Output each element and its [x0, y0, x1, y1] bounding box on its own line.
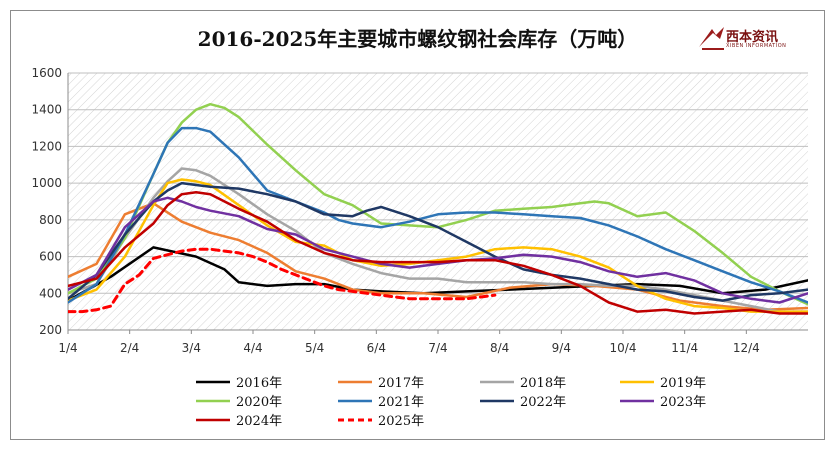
y-tick-label: 1000	[31, 176, 62, 190]
x-tick-label: 6/4	[367, 341, 386, 355]
legend-label: 2021年	[378, 395, 424, 410]
y-tick-label: 400	[39, 286, 62, 300]
logo-subtext: XIBEN INFORMATION	[726, 43, 787, 49]
legend-label: 2020年	[236, 395, 282, 410]
y-tick-label: 600	[39, 250, 62, 264]
legend-label: 2018年	[520, 376, 566, 391]
series-line-4	[68, 178, 808, 313]
legend-label: 2024年	[236, 414, 282, 429]
series-line-3	[68, 167, 808, 313]
y-tick-label: 1400	[31, 103, 62, 117]
x-tick-label: 11/4	[671, 341, 698, 355]
y-tick-label: 1600	[31, 66, 62, 80]
series-line-6	[68, 126, 808, 304]
logo-text: 西本资讯	[726, 30, 779, 45]
company-logo: 西本资讯 XIBEN INFORMATION	[698, 25, 806, 55]
legend-label: 2025年	[378, 414, 424, 429]
x-tick-label: 10/4	[610, 341, 637, 355]
x-tick-label: 12/4	[733, 341, 760, 355]
y-tick-label: 800	[39, 213, 62, 227]
legend-label: 2023年	[660, 395, 706, 410]
y-tick-label: 200	[39, 323, 62, 337]
x-axis: 1/4 2/4 3/4 4/4 5/4 6/4 7/4 8/4 9/4 10/4 11/4 12/4	[58, 329, 808, 355]
x-tick-label: 5/4	[305, 341, 324, 355]
legend-label: 2016年	[236, 376, 282, 391]
x-tick-label: 4/4	[243, 341, 262, 355]
chart-title: 2016-2025年主要城市螺纹钢社会库存（万吨）	[197, 27, 638, 51]
legend-label: 2017年	[378, 376, 424, 391]
series-line-9	[68, 191, 808, 315]
series-line-7	[68, 181, 808, 302]
x-tick-label: 1/4	[58, 341, 77, 355]
x-tick-label: 3/4	[182, 341, 201, 355]
series-line-10	[68, 247, 497, 314]
x-tick-label: 7/4	[428, 341, 447, 355]
series-line-8	[68, 196, 808, 304]
legend: 2016年 2017年 2018年 2019年 2020年 2021年 2022年 2023年…	[196, 376, 706, 429]
x-tick-label: 2/4	[120, 341, 139, 355]
logo-mark-icon	[699, 27, 724, 50]
series-line-1	[68, 246, 808, 302]
y-axis: 200 400 600 800 1000 1200 1400 1600	[31, 66, 69, 337]
y-tick-label: 1200	[31, 139, 62, 153]
series-lines	[68, 102, 808, 315]
x-tick-label: 9/4	[552, 341, 571, 355]
legend-label: 2019年	[660, 376, 706, 391]
legend-label: 2022年	[520, 395, 566, 410]
x-tick-label: 8/4	[490, 341, 509, 355]
